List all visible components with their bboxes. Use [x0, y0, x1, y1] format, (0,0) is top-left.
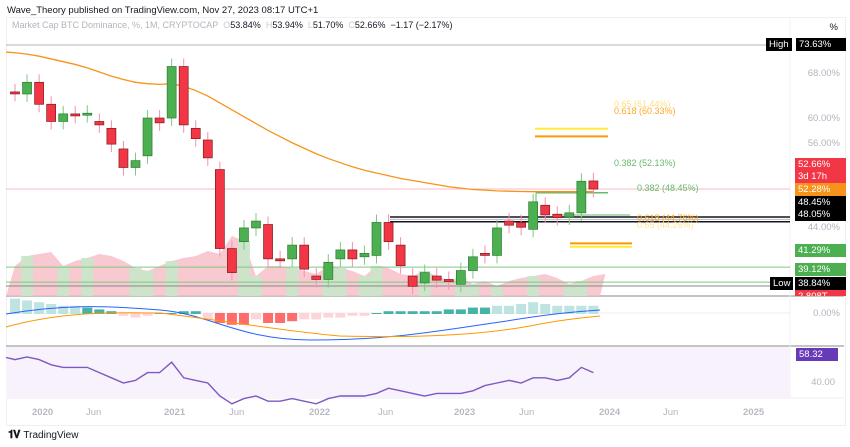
- support-tag: 39.12%: [795, 263, 846, 276]
- time-axis-label: Jun: [378, 407, 394, 418]
- time-axis-label: 2020: [32, 407, 54, 418]
- low-label-tag: Low: [770, 277, 794, 290]
- support-tag: 41.29%: [795, 244, 846, 257]
- high-value-tag: 73.63%: [796, 38, 846, 51]
- axis-tick: 56.00%: [807, 138, 840, 149]
- time-axis-label: Jun: [86, 407, 102, 418]
- level-tag: 48.45%: [795, 196, 846, 209]
- change-value: −1.17 (−2.17%): [390, 20, 453, 30]
- time-axis-label: 2022: [309, 407, 331, 418]
- axis-tick: 68.00%: [807, 68, 840, 79]
- time-axis-label: 2025: [743, 407, 765, 418]
- high-value: 53.94%: [272, 20, 303, 30]
- low-value: 51.70%: [312, 20, 344, 30]
- symbol-name: Market Cap BTC Dominance, %, 1M, CRYPTOC…: [12, 20, 219, 30]
- close-value: 52.66%: [354, 20, 386, 30]
- time-axis-label: 2023: [454, 407, 476, 418]
- tradingview-brand[interactable]: 𝟏𝐕 TradingView: [8, 429, 79, 441]
- axis-tick: 60.00%: [807, 113, 840, 124]
- last-price-tag: 52.66%: [795, 158, 846, 171]
- level-tag: 48.05%: [795, 208, 846, 221]
- axis-tick: 44.00%: [807, 222, 840, 233]
- fib-label: 0.382 (52.13%): [614, 158, 676, 168]
- high-label-tag: High: [766, 38, 792, 51]
- ohlc-legend: Market Cap BTC Dominance, %, 1M, CRYPTOC…: [12, 20, 453, 30]
- ma-value-tag: 52.28%: [795, 183, 846, 196]
- time-axis-label: Jun: [519, 407, 535, 418]
- rsi-axis-tick: 40.00: [811, 377, 835, 388]
- fib-label: 0.618 (60.33%): [614, 106, 676, 116]
- macd-axis-tick: 0.00%: [813, 308, 840, 319]
- volume-tag: 2.808T: [795, 290, 846, 296]
- time-axis-label: 2021: [164, 407, 186, 418]
- open-value: 53.84%: [230, 20, 261, 30]
- publisher-line: Wave_Theory published on TradingView.com…: [7, 5, 319, 16]
- time-axis-label: Jun: [663, 407, 679, 418]
- fib-label: 0.65 (44.26%): [637, 220, 694, 230]
- time-axis-label: 2024: [599, 407, 621, 418]
- fib-label: 0.382 (48.45%): [637, 183, 699, 193]
- chart-frame[interactable]: [6, 17, 846, 426]
- time-axis-label: Jun: [229, 407, 245, 418]
- countdown-tag: 3d 17h: [795, 170, 846, 183]
- axis-unit: %: [829, 22, 838, 33]
- tradingview-logo-icon: 𝟏𝐕: [8, 429, 20, 441]
- fib-label: 0.618 (44.76%): [637, 213, 699, 223]
- low-value-tag: 38.84%: [795, 277, 846, 290]
- rsi-value-tag: 58.32: [796, 348, 838, 361]
- fib-label: 0.65 (61.44%): [614, 99, 671, 109]
